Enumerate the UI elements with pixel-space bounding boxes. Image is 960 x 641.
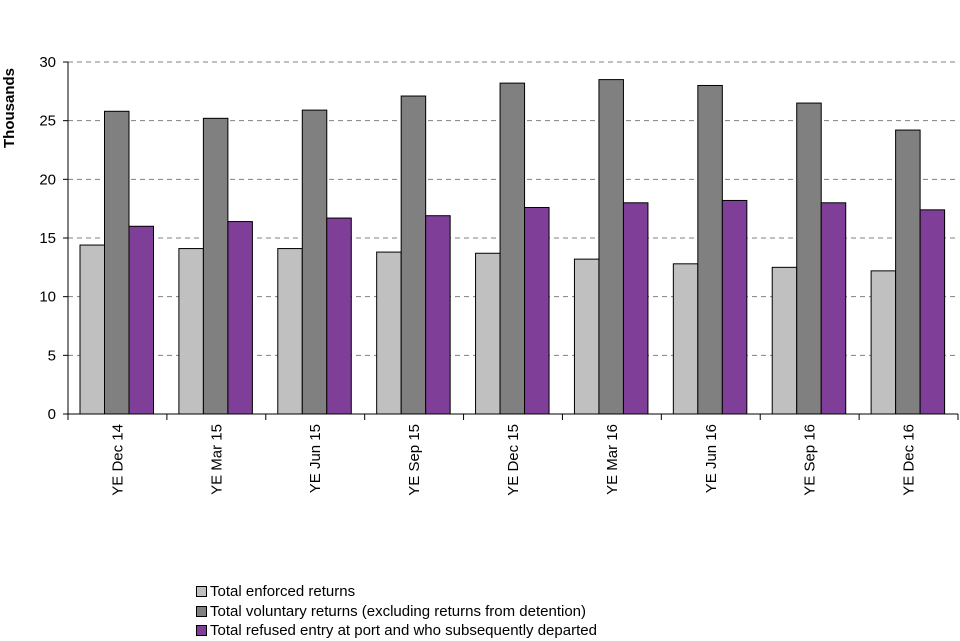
bar-voluntary bbox=[499, 82, 526, 415]
chart: 0 5 10 15 20 25 30 YE Dec 14 YE Mar 15 YE Jun 15… bbox=[1, 54, 959, 496]
legend-label-enforced: Total enforced returns bbox=[210, 583, 356, 601]
bar-voluntary bbox=[202, 117, 229, 415]
x-tick-label: YE Dec 16 bbox=[901, 424, 918, 496]
bar-voluntary bbox=[598, 79, 624, 415]
y-tick-label: 0 bbox=[48, 406, 56, 423]
bar-refused bbox=[721, 199, 748, 415]
legend-label-refused: Total refused entry at port and who subs… bbox=[210, 622, 597, 640]
legend-item-refused: Total refused entry at port and who subs… bbox=[196, 621, 597, 641]
legend-swatch-enforced bbox=[196, 586, 207, 598]
x-tick-label: YE Dec 15 bbox=[505, 424, 522, 496]
x-tick-label: YE Dec 14 bbox=[109, 424, 126, 496]
bar-enforced bbox=[277, 248, 303, 415]
axes bbox=[63, 61, 959, 420]
y-tick-label: 20 bbox=[39, 171, 56, 188]
y-axis-title: Thousands bbox=[1, 68, 18, 148]
bars bbox=[79, 79, 946, 415]
legend: Total enforced returns Total voluntary r… bbox=[196, 582, 597, 641]
bar-refused bbox=[622, 202, 649, 415]
bar-refused bbox=[919, 209, 946, 415]
x-tick-label: YE Jun 16 bbox=[703, 424, 720, 493]
y-tick-label: 10 bbox=[39, 289, 56, 306]
legend-item-enforced: Total enforced returns bbox=[196, 582, 597, 602]
x-tick-label: YE Sep 16 bbox=[802, 424, 819, 496]
bar-refused bbox=[820, 202, 847, 415]
bar-enforced bbox=[79, 244, 105, 415]
bar-enforced bbox=[376, 251, 402, 415]
y-tick-label: 30 bbox=[39, 54, 56, 71]
bar-voluntary bbox=[796, 102, 822, 415]
legend-item-voluntary: Total voluntary returns (excluding retur… bbox=[196, 602, 597, 622]
y-tick-label: 15 bbox=[39, 230, 56, 247]
bar-refused bbox=[128, 225, 154, 415]
y-tick-label: 25 bbox=[39, 113, 56, 130]
legend-swatch-refused bbox=[196, 625, 207, 637]
x-tick-label: YE Jun 15 bbox=[307, 424, 324, 493]
x-tick-label: YE Mar 15 bbox=[208, 424, 225, 495]
bar-enforced bbox=[672, 263, 699, 415]
legend-swatch-voluntary bbox=[196, 605, 207, 617]
bar-refused bbox=[326, 217, 352, 415]
x-tick-labels: YE Dec 14 YE Mar 15 YE Jun 15 YE Sep 15 YE D… bbox=[109, 424, 917, 496]
bar-refused bbox=[227, 221, 253, 415]
bar-enforced bbox=[475, 252, 501, 415]
legend-label-voluntary: Total voluntary returns (excluding retur… bbox=[210, 602, 587, 620]
bar-refused bbox=[425, 215, 451, 415]
bar-enforced bbox=[178, 248, 204, 415]
bar-voluntary bbox=[697, 84, 723, 415]
bar-voluntary bbox=[301, 109, 328, 415]
bar-enforced bbox=[573, 258, 600, 415]
x-tick-label: YE Sep 15 bbox=[406, 424, 423, 496]
bar-refused bbox=[524, 206, 550, 415]
bar-enforced bbox=[771, 266, 798, 415]
bar-voluntary bbox=[104, 110, 130, 415]
y-tick-labels: 0 5 10 15 20 25 30 bbox=[39, 54, 56, 423]
bar-voluntary bbox=[895, 129, 921, 415]
bar-voluntary bbox=[400, 95, 427, 415]
bar-enforced bbox=[870, 270, 897, 415]
y-tick-label: 5 bbox=[48, 347, 56, 364]
x-tick-label: YE Mar 16 bbox=[604, 424, 621, 495]
